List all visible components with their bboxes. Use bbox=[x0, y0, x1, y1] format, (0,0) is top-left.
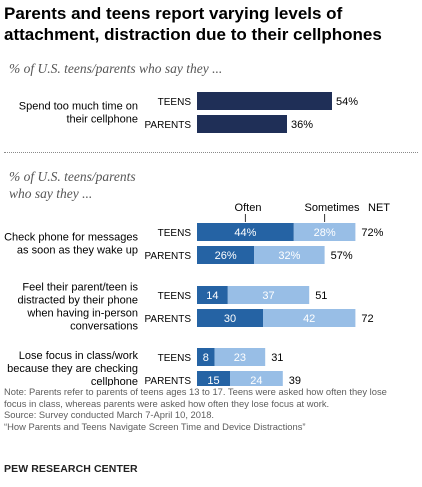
group-label: TEENS bbox=[158, 291, 192, 302]
group-label: PARENTS bbox=[145, 314, 192, 325]
bar-often bbox=[197, 348, 215, 366]
bar-sometimes bbox=[254, 246, 325, 264]
value-label-sometimes: 32% bbox=[278, 250, 300, 262]
bar bbox=[197, 92, 332, 110]
value-label-sometimes: 42 bbox=[303, 313, 315, 325]
bar-sometimes bbox=[230, 371, 283, 386]
chart-subtitle-top: % of U.S. teens/parents who say they ... bbox=[9, 61, 223, 76]
legend-sometimes: Sometimes bbox=[304, 202, 360, 214]
group-label: TEENS bbox=[158, 228, 192, 239]
value-label-sometimes: 23 bbox=[234, 352, 246, 364]
bar-often bbox=[197, 246, 255, 264]
value-label-often: 44% bbox=[234, 227, 256, 239]
value-label-often: 30 bbox=[224, 313, 236, 325]
bar-often bbox=[197, 309, 263, 327]
bar-often bbox=[197, 371, 230, 386]
bar-sometimes bbox=[227, 286, 310, 304]
value-label-net: 51 bbox=[315, 290, 327, 302]
group-label: PARENTS bbox=[145, 376, 192, 386]
brand-label: PEW RESEARCH CENTER bbox=[4, 463, 138, 475]
category-label: Check phone for messages as soon as they … bbox=[4, 232, 138, 257]
report-title: “How Parents and Teens Navigate Screen T… bbox=[4, 420, 306, 432]
category-label: Spend too much time on their cellphone bbox=[19, 101, 138, 126]
value-label-net: 72% bbox=[361, 227, 383, 239]
value-label-often: 14 bbox=[206, 290, 218, 302]
bar-often bbox=[197, 286, 228, 304]
group-label: PARENTS bbox=[145, 251, 192, 262]
bar-sometimes bbox=[214, 348, 266, 366]
bar bbox=[197, 115, 287, 133]
legend-net: NET bbox=[368, 202, 390, 214]
source-note: Source: Survey conducted March 7-April 1… bbox=[4, 409, 215, 421]
group-label: TEENS bbox=[158, 353, 192, 364]
footnote-line-1: Note: Parents refer to parents of teens … bbox=[4, 386, 387, 397]
value-label-often: 15 bbox=[207, 375, 219, 386]
value-label: 36% bbox=[291, 119, 313, 131]
section-divider bbox=[4, 152, 418, 153]
group-label: PARENTS bbox=[145, 120, 192, 131]
category-label: Lose focus in class/work because they are… bbox=[7, 350, 138, 386]
value-label-sometimes: 24 bbox=[250, 375, 262, 386]
value-label-net: 39 bbox=[289, 375, 301, 386]
footnote: Note: Parents refer to parents of teens … bbox=[4, 386, 420, 432]
value-label-net: 72 bbox=[361, 313, 373, 325]
value-label: 54% bbox=[336, 96, 358, 108]
value-label-often: 26% bbox=[215, 250, 237, 262]
bar-sometimes bbox=[293, 223, 356, 241]
footnote-line-2: focus in class, whereas parents were ask… bbox=[4, 397, 330, 409]
value-label-sometimes: 37 bbox=[262, 290, 274, 302]
value-label-net: 57% bbox=[331, 250, 353, 262]
chart-canvas: Spend too much time on their cellphone TEE… bbox=[4, 92, 390, 386]
group-label: TEENS bbox=[158, 97, 192, 108]
category-label: Feel their parent/teen is distracted by t… bbox=[18, 282, 139, 333]
legend-often: Often bbox=[235, 202, 262, 214]
bar-sometimes bbox=[263, 309, 356, 327]
value-label-sometimes: 28% bbox=[314, 227, 336, 239]
chart-subtitle-bottom: % of U.S. teens/parents who say they ... bbox=[9, 169, 136, 201]
value-label-net: 31 bbox=[271, 352, 283, 364]
bar-often bbox=[197, 223, 294, 241]
value-label-often: 8 bbox=[203, 352, 209, 364]
chart-title: Parents and teens report varying levels … bbox=[4, 4, 382, 44]
